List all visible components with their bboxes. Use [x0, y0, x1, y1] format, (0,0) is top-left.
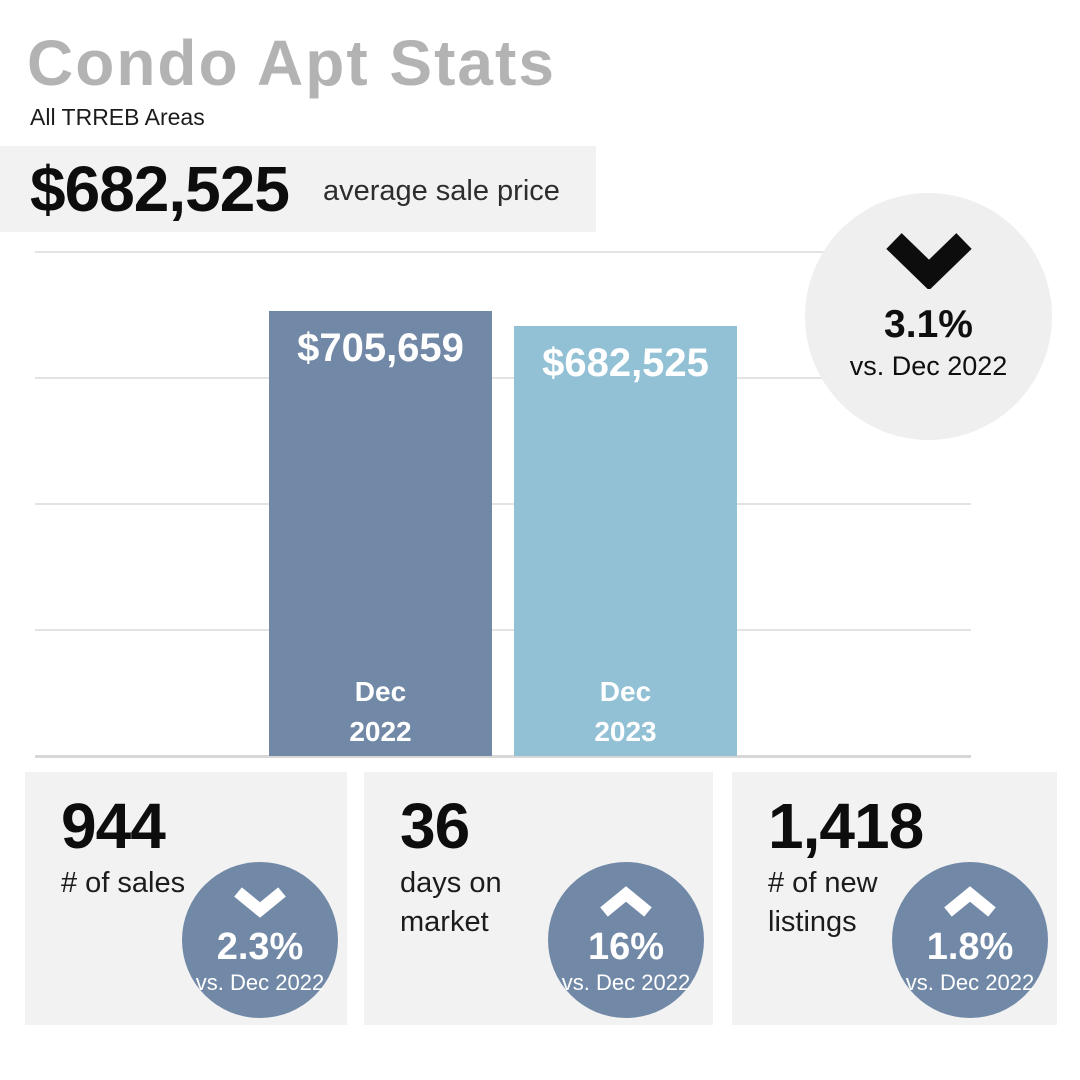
- stat-card-sales: 944 # of sales 2.3% vs. Dec 2022: [25, 772, 347, 1025]
- stat-card-days-on-market: 36 days on market 16% vs. Dec 2022: [364, 772, 713, 1025]
- stat-card-new-listings: 1,418 # of new listings 1.8% vs. Dec 202…: [732, 772, 1057, 1025]
- change-badge-sales: 2.3% vs. Dec 2022: [182, 862, 338, 1018]
- change-percent: 16%: [587, 926, 665, 968]
- change-caption: vs. Dec 2022: [195, 970, 325, 995]
- bar-category-line: Dec: [354, 676, 407, 707]
- gridline: [35, 503, 971, 505]
- stat-label: # of sales: [61, 867, 186, 899]
- change-caption: vs. Dec 2022: [561, 970, 691, 995]
- bar-dec-2023: $682,525 Dec 2023: [514, 326, 737, 756]
- change-percent: 3.1%: [884, 303, 973, 346]
- chevron-down-icon: [234, 887, 286, 918]
- stat-value: 944: [61, 790, 166, 862]
- bar-category-line: Dec: [599, 676, 652, 707]
- page-title: Condo Apt Stats: [27, 27, 556, 99]
- gridline: [35, 755, 971, 758]
- avg-price-value: $682,525: [30, 153, 290, 225]
- page-subtitle: All TRREB Areas: [30, 104, 205, 130]
- avg-price-label: average sale price: [322, 174, 560, 207]
- stat-value: 36: [400, 790, 470, 862]
- avg-price-banner: $682,525 average sale price: [0, 146, 596, 232]
- bar-dec-2022: $705,659 Dec 2022: [269, 311, 492, 756]
- chevron-down-icon: [885, 233, 972, 289]
- change-badge-days-on-market: 16% vs. Dec 2022: [548, 862, 704, 1018]
- bar-value-label: $705,659: [297, 326, 464, 370]
- bar-category-label: Dec 2022: [349, 672, 411, 752]
- change-percent: 1.8%: [926, 926, 1014, 968]
- stat-label: days on market: [400, 867, 502, 938]
- change-badge-avg-price: 3.1% vs. Dec 2022: [805, 193, 1052, 440]
- bar-category-line: 2023: [594, 716, 657, 747]
- change-percent: 2.3%: [216, 926, 304, 968]
- chevron-up-icon: [600, 886, 652, 917]
- stat-label: # of new listings: [768, 867, 878, 938]
- change-caption: vs. Dec 2022: [849, 351, 1008, 381]
- bar-category-label: Dec 2023: [594, 672, 656, 752]
- change-caption: vs. Dec 2022: [905, 970, 1035, 995]
- chevron-up-icon: [944, 886, 996, 917]
- bar-category-line: 2022: [349, 716, 412, 747]
- change-badge-new-listings: 1.8% vs. Dec 2022: [892, 862, 1048, 1018]
- stat-value: 1,418: [768, 790, 924, 862]
- bar-value-label: $682,525: [542, 341, 709, 385]
- gridline: [35, 629, 971, 631]
